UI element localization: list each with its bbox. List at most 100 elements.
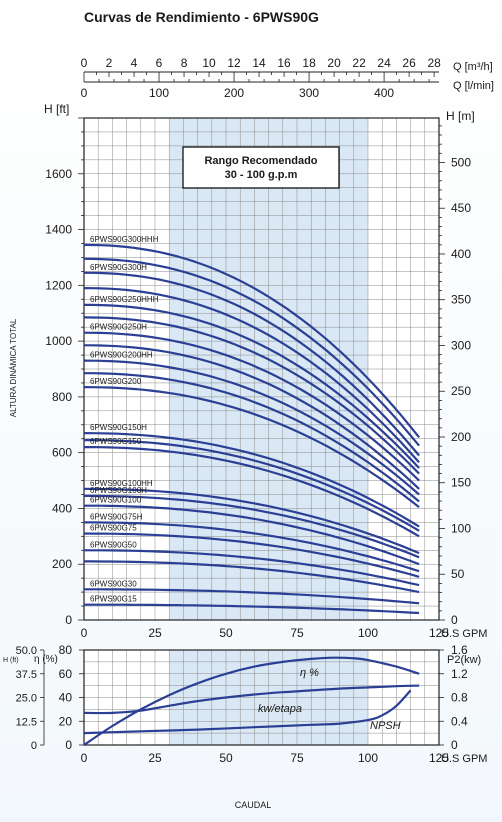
top-axis-m3h-tick-label: 0	[81, 56, 88, 70]
pump-curve-line	[83, 359, 420, 496]
x-axis-label: CAUDAL	[235, 800, 272, 810]
y-axis-m-tick-label: 150	[451, 476, 471, 490]
y-axis-ft-tick-label: 1400	[45, 223, 72, 237]
y-axis-eta-tick-label: 60	[59, 667, 73, 681]
y-axis-ft-tick-label: 0	[65, 613, 72, 627]
top-axis-m3h-tick-label: 8	[181, 56, 188, 70]
pump-curve-line	[84, 271, 420, 457]
y-axis-p2-tick-label: 0.4	[451, 714, 468, 728]
y-axis-eta-tick-label: 0	[65, 738, 72, 752]
pump-curve-line	[84, 487, 420, 555]
pump-curve-line	[84, 439, 420, 532]
top-axis-m3h-tick-label: 12	[227, 56, 241, 70]
pump-curve-line	[84, 549, 420, 587]
top-axis-m3h-title: Q [m³/h]	[453, 61, 493, 73]
x-axis-unit-label: U.S GPM	[441, 628, 487, 640]
x-axis-tick-label: 0	[81, 626, 88, 640]
pump-curve-label: 6PWS90G150	[90, 437, 142, 446]
pump-curve-label: 6PWS90G75	[90, 524, 137, 533]
x-axis-tick-label: 25	[148, 626, 162, 640]
y-axis-ft-tick-label: 600	[52, 446, 72, 460]
pump-curve-line	[84, 560, 420, 594]
pump-curve-line	[84, 521, 420, 573]
pump-curve-label: 6PWS90G100HH	[90, 479, 153, 488]
y-axis-eta-title: η (%)	[34, 654, 58, 665]
y-axis-p2-tick-label: 1.2	[451, 667, 468, 681]
bottom-curve-line	[83, 656, 420, 746]
bottom-x-axis-tick-label: 75	[290, 751, 304, 765]
y-axis-m-tick-label: 200	[451, 430, 471, 444]
y-axis-p2-tick-label: 0.8	[451, 691, 468, 705]
chart-title: Curvas de Rendimiento - 6PWS90G	[84, 9, 319, 25]
pump-curve-line	[83, 386, 420, 508]
pump-curve-line	[84, 504, 420, 566]
pump-curve-line	[83, 257, 420, 447]
top-axis-lmin-title: Q [l/min]	[453, 80, 494, 92]
pump-curve-label: 6PWS90G100	[90, 496, 142, 505]
pump-curve-label: 6PWS90G150H	[90, 423, 147, 432]
y-axis-p2-tick-label: 1.6	[451, 643, 468, 657]
top-axis-m3h-tick-label: 18	[302, 56, 316, 70]
y-axis-ft-tick-label: 1600	[45, 167, 72, 181]
x-axis-tick-label: 75	[290, 626, 304, 640]
pump-curve-line	[83, 287, 420, 464]
y-axis-h-tick-label: 0	[31, 740, 37, 752]
recommended-range-value: 30 - 100 g.p.m	[225, 169, 298, 181]
bottom-curve-label: NPSH	[370, 720, 401, 732]
bottom-x-axis-tick-label: 50	[219, 751, 233, 765]
x-axis-tick-label: 50	[219, 626, 233, 640]
y-axis-ft-tick-label: 200	[52, 557, 72, 571]
pump-curve-line	[84, 303, 420, 469]
bottom-curve-label: η %	[300, 667, 319, 679]
y-axis-h-tick-label: 12.5	[16, 716, 37, 728]
y-axis-ft-title: H [ft]	[44, 102, 69, 116]
pump-curve-label: 6PWS90G200	[90, 377, 142, 386]
bottom-x-axis-tick-label: 125	[429, 751, 449, 765]
bottom-curve-line	[83, 684, 420, 715]
y-axis-eta-tick-label: 80	[59, 643, 73, 657]
pump-curve-line	[84, 446, 420, 538]
pump-curve-line	[83, 532, 420, 578]
pump-curve-label: 6PWS90G50	[90, 540, 137, 549]
pump-curve-label: 6PWS90G30	[90, 579, 137, 588]
y-axis-m-tick-label: 450	[451, 201, 471, 215]
efficiency-chart: 80 60 40 20 0 50.0 37.5 25.0 12.5 0 H (ft) η (%) 1.6…	[3, 643, 487, 765]
y-axis-eta-tick-label: 20	[59, 714, 73, 728]
bottom-x-axis-unit-label: U.S GPM	[441, 753, 487, 765]
pump-curve-label: 6PWS90G300HHH	[90, 235, 159, 244]
bottom-curve-label: kw/etapa	[258, 703, 302, 715]
pump-curve-line	[83, 432, 420, 528]
bottom-x-axis-tick-label: 25	[148, 751, 162, 765]
y-axis-m-tick-label: 0	[451, 613, 458, 627]
y-axis-h-tick-label: 25.0	[16, 693, 37, 705]
y-axis-eta-tick-label: 40	[59, 691, 73, 705]
top-axis-lmin-tick-label: 400	[374, 86, 394, 100]
bottom-x-axis-tick-label: 0	[81, 751, 88, 765]
x-axis-tick-label: 100	[358, 626, 378, 640]
top-axis-lmin-tick-label: 200	[224, 86, 244, 100]
y-axis-h-tick-label: 37.5	[16, 669, 37, 681]
top-axis-m3h-tick-label: 16	[277, 56, 291, 70]
bottom-curve-line	[83, 689, 412, 735]
pump-curve-label: 6PWS90G200HH	[90, 351, 153, 360]
pump-curve-label: 6PWS90G250HHH	[90, 295, 159, 304]
x-axis-tick-label: 125	[429, 626, 449, 640]
pump-curve-label: 6PWS90G250H	[90, 323, 147, 332]
pump-curve-line	[84, 344, 420, 490]
top-axis-lmin-tick-label: 0	[81, 86, 88, 100]
top-axis-m3h-tick-label: 24	[377, 56, 391, 70]
pump-curve-line	[83, 316, 420, 475]
pump-curve-line	[83, 331, 420, 482]
pump-curve-line	[83, 243, 420, 438]
pump-curve-label: 6PWS90G75H	[90, 512, 143, 521]
y-axis-m-title: H [m]	[446, 109, 475, 123]
bottom-x-axis-tick-label: 100	[358, 751, 378, 765]
y-axis-m-tick-label: 100	[451, 521, 471, 535]
y-axis-ft-tick-label: 800	[52, 390, 72, 404]
y-axis-h-tick-label: 50.0	[16, 645, 37, 657]
top-axis-m3h-tick-label: 20	[327, 56, 341, 70]
top-axis-m3h-tick-label: 6	[156, 56, 163, 70]
pump-curve-line	[84, 603, 420, 615]
